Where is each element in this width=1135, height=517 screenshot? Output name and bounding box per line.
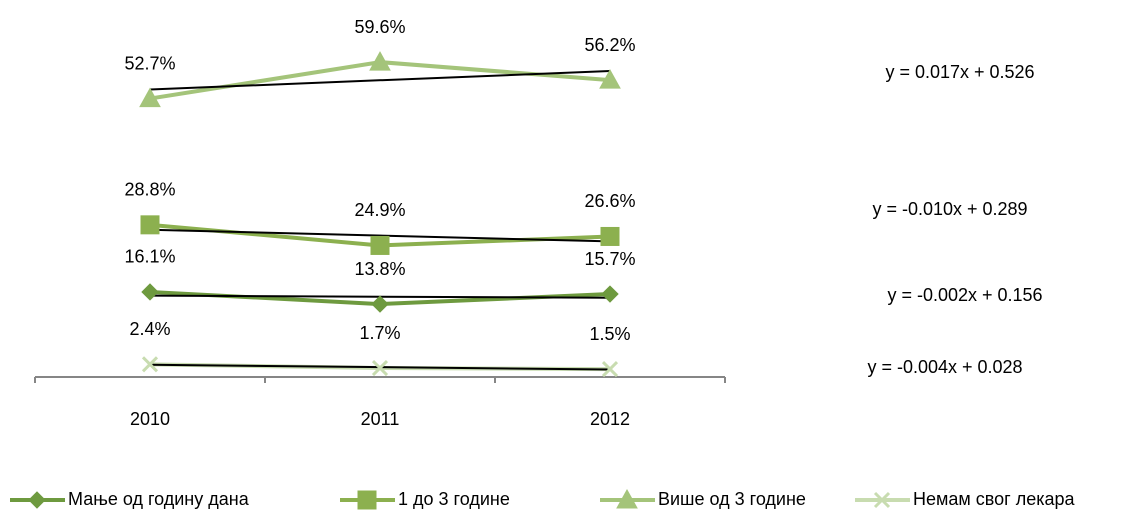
- marker: [371, 295, 389, 313]
- data-label: 1.5%: [589, 324, 630, 344]
- data-label: 24.9%: [354, 200, 405, 220]
- marker: [141, 283, 159, 301]
- trendline-equation: y = -0.004x + 0.028: [867, 357, 1022, 377]
- x-tick-label: 2012: [590, 409, 630, 429]
- marker: [600, 226, 620, 246]
- data-label: 52.7%: [124, 53, 175, 73]
- legend-label: Више од 3 године: [658, 489, 806, 509]
- marker: [141, 356, 159, 373]
- legend-label: 1 до 3 године: [398, 489, 510, 509]
- trendline: [149, 228, 611, 243]
- marker: [599, 69, 621, 89]
- trendline-equation: y = -0.002x + 0.156: [887, 285, 1042, 305]
- marker: [873, 491, 891, 509]
- legend-label: Мање од годину дана: [68, 489, 250, 509]
- data-label: 15.7%: [584, 249, 635, 269]
- marker: [601, 285, 619, 303]
- data-label: 16.1%: [124, 247, 175, 267]
- marker: [28, 491, 46, 509]
- data-label: 2.4%: [129, 319, 170, 339]
- trendline-equation: y = -0.010x + 0.289: [872, 199, 1027, 219]
- trendline: [149, 70, 611, 91]
- data-label: 56.2%: [584, 35, 635, 55]
- legend-label: Немам свог лекара: [913, 489, 1076, 509]
- data-label: 26.6%: [584, 191, 635, 211]
- data-label: 28.8%: [124, 180, 175, 200]
- marker: [369, 51, 391, 71]
- data-label: 59.6%: [354, 17, 405, 37]
- data-label: 13.8%: [354, 259, 405, 279]
- x-tick-label: 2010: [130, 409, 170, 429]
- marker: [371, 359, 389, 377]
- marker: [140, 215, 160, 235]
- marker: [601, 361, 619, 378]
- trendline-equation: y = 0.017x + 0.526: [885, 62, 1034, 82]
- marker: [357, 490, 377, 510]
- marker: [139, 87, 161, 108]
- marker: [370, 235, 390, 255]
- marker: [616, 488, 638, 509]
- data-label: 1.7%: [359, 323, 400, 343]
- x-tick-label: 2011: [361, 409, 400, 429]
